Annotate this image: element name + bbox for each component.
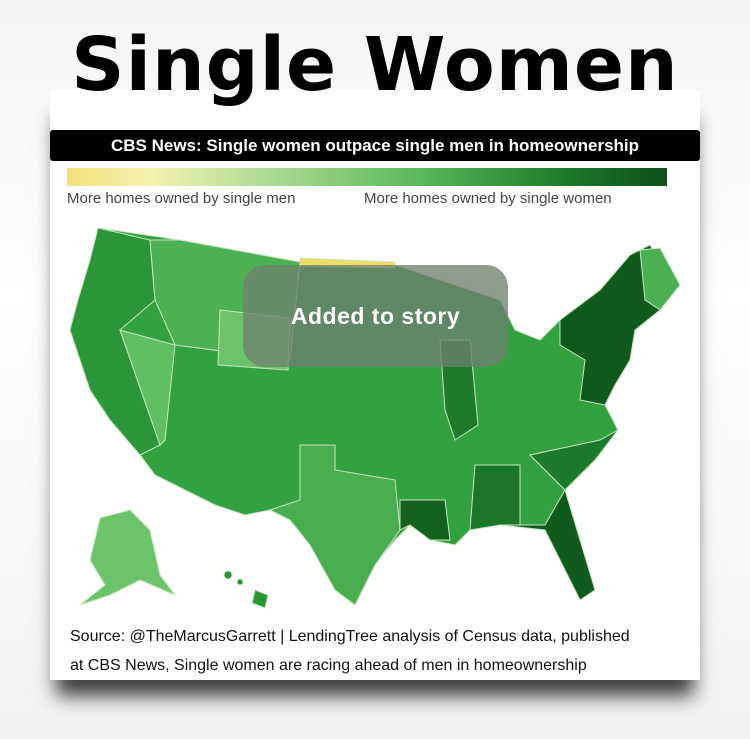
legend-high-label: More homes owned by single women	[364, 190, 612, 207]
legend-gradient	[67, 168, 667, 186]
title: Single Women	[71, 22, 679, 108]
hawaii	[251, 589, 269, 609]
subtitle: CBS News: Single women outpace single me…	[50, 130, 700, 161]
alaska	[79, 509, 177, 606]
region-maine	[639, 247, 681, 311]
region-florida	[499, 488, 596, 601]
hawaii-island	[236, 578, 244, 586]
source-line: Source: @TheMarcusGarrett | LendingTree …	[70, 628, 630, 645]
source-line: at CBS News, Single women are racing ahe…	[70, 657, 587, 674]
region-texas	[268, 444, 401, 606]
region-carolinas	[528, 429, 619, 491]
region-southeast	[469, 464, 521, 531]
legend-low-label: More homes owned by single men	[67, 190, 296, 207]
region-nevada	[119, 329, 176, 446]
region-mississippi-delta	[399, 499, 451, 541]
toast: Added to story	[243, 265, 508, 367]
hawaii-island	[223, 570, 233, 580]
source: Source: @TheMarcusGarrett | LendingTree …	[70, 622, 630, 680]
